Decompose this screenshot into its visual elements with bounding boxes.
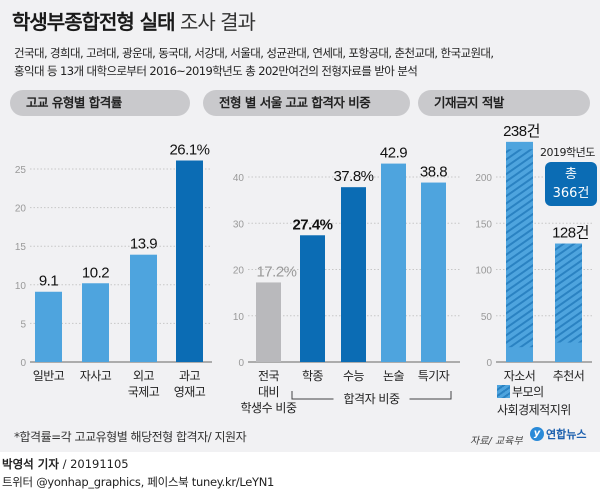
chart2-category-label: 특기자 xyxy=(418,369,450,383)
chart2-ytick: 40 xyxy=(233,173,245,184)
chart2-category-label: 수능 xyxy=(343,369,365,383)
chart1-title: 고교 유형별 합격률 xyxy=(10,90,190,116)
chart1-category-label: 자사고 xyxy=(80,369,112,383)
chart3-category-label: 자소서 xyxy=(504,369,536,383)
chart2-category-label: 학생수 비중 xyxy=(240,401,296,415)
chart2-value-label: 42.9 xyxy=(380,145,407,162)
source-label: 자료/ 교육부 xyxy=(470,436,523,447)
total-badge: 총 366건 xyxy=(545,162,597,206)
chart2-ytick: 10 xyxy=(233,312,245,323)
chart1-ytick: 25 xyxy=(15,165,27,176)
social-links: 트위터 @yonhap_graphics, 페이스북 tuney.kr/LeYN… xyxy=(2,475,275,489)
chart1-ytick: 5 xyxy=(20,319,26,330)
subtitle: 건국대, 경희대, 고려대, 광운대, 동국대, 서강대, 서울대, 성균관대,… xyxy=(14,44,494,80)
chart1-value-label: 10.2 xyxy=(82,264,109,281)
chart2-bar xyxy=(341,187,366,362)
legend-hatch-swatch xyxy=(497,385,510,398)
legend-label-1: 부모의 xyxy=(512,385,544,399)
yonhap-logo: y 연합뉴스 xyxy=(530,426,586,442)
chart3-ytick: 50 xyxy=(481,312,493,323)
chart2-category-label: 논술 xyxy=(383,369,405,383)
chart2-value-label: 17.2% xyxy=(256,263,296,280)
chart2-bar xyxy=(256,282,281,362)
chart3-title: 기재금지 적발 xyxy=(418,90,590,116)
chart1-category-label: 일반고 xyxy=(33,369,65,383)
chart3-value-label: 128건 xyxy=(552,225,589,242)
chart2-value-label: 38.8 xyxy=(420,164,447,181)
total-badge-line2: 366건 xyxy=(552,186,590,201)
chart3-bar-hatched-segment xyxy=(555,243,582,343)
chart1-bar xyxy=(176,160,203,362)
chart3-bar-hatched-segment xyxy=(506,149,533,348)
chart1-value-label: 9.1 xyxy=(39,273,59,290)
chart3-ytick: 100 xyxy=(475,266,492,277)
chart2-group-label-bg xyxy=(333,390,410,408)
chart3-value-label: 238건 xyxy=(503,123,540,140)
chart1-ytick: 20 xyxy=(15,204,27,215)
chart2-group-label: 합격자 비중 xyxy=(343,392,399,406)
chart3-ytick: 0 xyxy=(486,358,492,369)
chart1-bar xyxy=(130,254,157,362)
chart2-ytick: 0 xyxy=(238,358,244,369)
chart1-ytick: 10 xyxy=(15,281,27,292)
chart3-category-label: 추천서 xyxy=(553,368,585,383)
chart1-ytick: 0 xyxy=(20,358,26,369)
chart1-category-label: 국제고 xyxy=(128,385,160,399)
chart1-category-label: 외고 xyxy=(133,369,155,383)
reporter-name: 박영석 기자 xyxy=(2,457,59,471)
byline: 박영석 기자 / 20191105 xyxy=(2,456,129,472)
chart2-ytick: 30 xyxy=(233,219,245,230)
chart2-ytick: 20 xyxy=(233,266,245,277)
chart1-bar xyxy=(35,291,62,362)
chart2-bar xyxy=(381,163,406,362)
chart2-title: 전형 별 서울 고교 합격자 비중 xyxy=(203,90,410,116)
chart2-category-label: 전국 xyxy=(258,369,280,383)
infographic-panel xyxy=(0,0,600,452)
chart1-ytick: 15 xyxy=(15,242,27,253)
chart2-bar xyxy=(300,235,325,362)
chart2-value-label: 27.4% xyxy=(292,216,332,233)
chart1-value-label: 13.9 xyxy=(130,236,157,253)
chart2-category-label: 학종 xyxy=(302,369,324,383)
chart1-bar xyxy=(82,283,109,362)
logo-icon: y xyxy=(530,427,544,441)
subtitle-line-2: 홍익대 등 13개 대학으로부터 2016~2019학년도 총 202만여건의 … xyxy=(14,64,418,78)
chart2-bar xyxy=(421,182,446,362)
chart1-category-label: 영재고 xyxy=(174,385,206,399)
chart3-legend: 부모의 사회경제적지위 xyxy=(497,383,571,419)
title-light: 조사 결과 xyxy=(179,10,256,34)
subtitle-line-1: 건국대, 경희대, 고려대, 광운대, 동국대, 서강대, 서울대, 성균관대,… xyxy=(14,46,494,60)
page-title: 학생부종합전형 실태 조사 결과 xyxy=(12,6,256,35)
chart1-value-label: 26.1% xyxy=(169,142,209,159)
chart3-ytick: 200 xyxy=(475,173,492,184)
logo-text: 연합뉴스 xyxy=(546,428,587,441)
chart3-ytick: 150 xyxy=(475,219,492,230)
annotation-year: 2019학년도 xyxy=(540,146,595,159)
legend-label-2: 사회경제적지위 xyxy=(497,403,571,417)
title-bold: 학생부종합전형 실태 xyxy=(12,10,176,34)
footnote: *합격률=각 고교유형별 해당전형 합격자/ 지원자 xyxy=(14,430,247,444)
publish-date: / 20191105 xyxy=(62,457,129,471)
chart2-category-label: 대비 xyxy=(258,385,279,399)
chart1-category-label: 과고 xyxy=(179,369,201,383)
chart2-value-label: 37.8% xyxy=(333,168,373,185)
total-badge-line1: 총 xyxy=(565,167,577,182)
